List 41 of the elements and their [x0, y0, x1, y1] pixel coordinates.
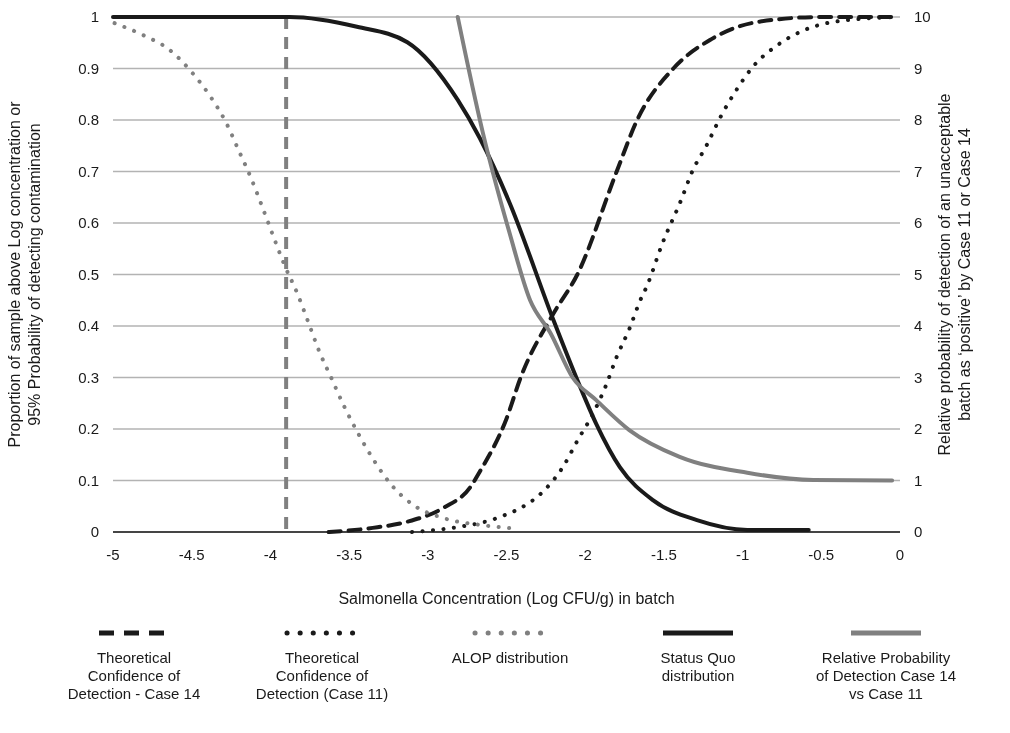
x-tick-label: -3	[421, 546, 435, 563]
y2-tick-label: 9	[914, 59, 923, 77]
x-tick-label: -2.5	[493, 546, 520, 563]
legend-label: Relative Probability of Detection Case 14 vs Case 11	[815, 649, 957, 702]
y2-tick-label: 3	[914, 368, 923, 386]
x-tick-label: 0	[895, 546, 905, 563]
y2-tick-label: 10	[914, 8, 931, 26]
y2-tick-label: 6	[914, 214, 923, 232]
y2-tick-label: 0	[914, 523, 923, 541]
y-tick-label: 0.4	[78, 317, 99, 335]
y2-tick-label: 8	[914, 111, 923, 129]
x-tick-label: -0.5	[808, 546, 835, 563]
y2-tick-label: 7	[914, 162, 923, 180]
x-tick-label: -1.5	[650, 546, 677, 563]
y-tick-label: 0.3	[78, 368, 99, 386]
y-axis-title: Proportion of sample above Log concentration or 95% Probability of detecting contamination	[6, 100, 43, 448]
legend-label: Theoretical Confidence of Detection - Case 14	[67, 649, 201, 702]
legend-label: ALOP distribution	[451, 649, 569, 666]
y-tick-label: 1	[90, 8, 99, 26]
y-tick-label: 0	[90, 523, 99, 541]
y-tick-label: 0.9	[78, 59, 99, 77]
x-tick-label: -5	[106, 546, 120, 563]
y-tick-label: 0.2	[78, 420, 99, 438]
x-tick-label: -4	[263, 546, 278, 563]
y-tick-label: 0.8	[78, 111, 99, 129]
x-tick-label: -2	[578, 546, 592, 563]
x-tick-label: -4.5	[178, 546, 205, 563]
x-tick-label: -3.5	[336, 546, 363, 563]
y-tick-label: 0.7	[78, 162, 99, 180]
y2-tick-label: 4	[914, 317, 923, 335]
legend-label: Status Quo distribution	[660, 649, 736, 684]
x-axis-title: Salmonella Concentration (Log CFU/g) in batch	[338, 590, 675, 607]
y2-tick-label: 1	[914, 471, 923, 489]
y-tick-label: 0.5	[78, 265, 99, 283]
y-tick-label: 0.6	[78, 214, 99, 232]
legend-label: Theoretical Confidence of Detection (Case 11)	[255, 649, 389, 702]
x-tick-label: -1	[735, 546, 750, 563]
y2-tick-label: 2	[914, 420, 923, 438]
y-tick-label: 0.1	[78, 471, 99, 489]
y2-axis-title: Relative probability of detection of an unacceptable batch as ‘positive’ by Case 11 or Case 14	[936, 93, 973, 456]
y2-tick-label: 5	[914, 265, 923, 283]
